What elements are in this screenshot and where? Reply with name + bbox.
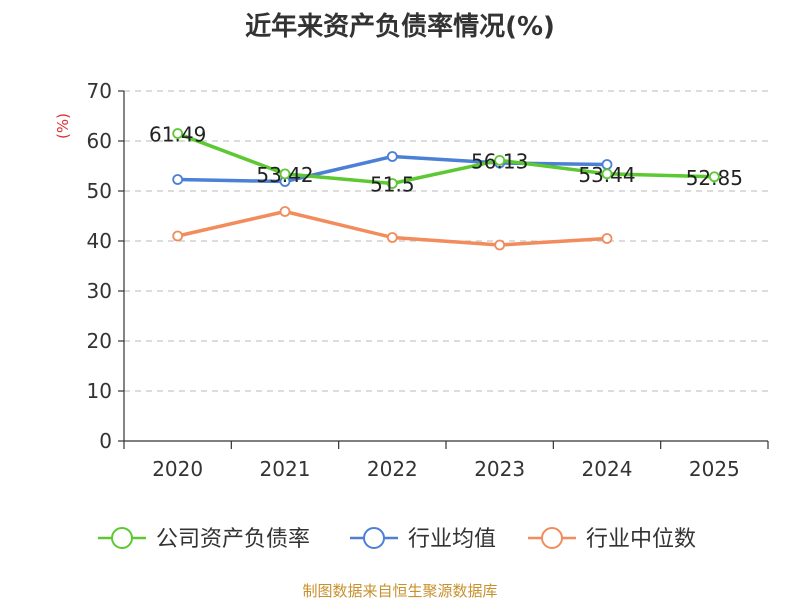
legend-label: 公司资产负债率 (156, 527, 310, 552)
data-point (279, 168, 291, 180)
data-label: 53.42 (256, 163, 313, 187)
legend-marker (111, 527, 133, 549)
legend-item-2: 行业中位数 (528, 527, 696, 552)
chart-title: 近年来资产负债率情况(%) (245, 12, 555, 42)
legend-marker (541, 527, 563, 549)
y-tick-label: 50 (87, 179, 112, 203)
data-point (172, 128, 184, 139)
y-tick-label: 70 (87, 79, 112, 103)
y-axis-unit-label: (%) (54, 113, 72, 139)
axes: 0 10 20 30 40 50 60 70 2020 2021 2022 2023 2024 2025 (87, 79, 769, 481)
data-label: 53.44 (578, 163, 635, 187)
x-tick-label: 2021 (260, 457, 311, 481)
y-tick-label: 0 (99, 429, 112, 453)
legend-item-0: 公司资产负债率 (98, 527, 310, 552)
x-tick-label: 2022 (367, 457, 418, 481)
series-2 (172, 206, 613, 251)
data-label: 51.5 (370, 173, 415, 197)
x-tick-label: 2020 (152, 457, 203, 481)
data-source-note: 制图数据来自恒生聚源数据库 (302, 582, 498, 600)
legend-label: 行业中位数 (586, 527, 696, 552)
data-label: 52.85 (686, 166, 743, 190)
data-point (172, 174, 184, 185)
y-tick-label: 30 (87, 279, 112, 303)
data-point (601, 233, 613, 244)
data-point (494, 154, 506, 166)
data-point (494, 239, 506, 251)
data-label: 56.13 (471, 149, 528, 173)
data-point (172, 230, 184, 242)
x-tick-label: 2023 (474, 457, 525, 481)
legend-item-1: 行业均值 (350, 527, 496, 552)
series-group (172, 128, 720, 251)
y-tick-label: 10 (87, 379, 112, 403)
data-point (386, 178, 398, 189)
data-point (708, 171, 720, 183)
data-point (279, 206, 291, 217)
data-point (601, 168, 613, 180)
legend: 公司资产负债率 行业均值 行业中位数 (98, 527, 696, 552)
series-0 (172, 128, 720, 189)
data-label: 61.49 (149, 123, 206, 147)
series-line (177, 131, 715, 186)
legend-marker (363, 527, 385, 549)
x-tick-label: 2024 (582, 457, 633, 481)
y-tick-label: 20 (87, 329, 112, 353)
data-point (386, 232, 398, 243)
y-tick-label: 60 (87, 129, 112, 153)
y-tick-label: 40 (87, 229, 112, 253)
data-point (386, 151, 398, 162)
data-labels: 61.49 53.42 51.5 56.13 53.44 52.85 (149, 123, 743, 197)
x-tick-label: 2025 (689, 457, 740, 481)
legend-label: 行业均值 (408, 527, 496, 552)
